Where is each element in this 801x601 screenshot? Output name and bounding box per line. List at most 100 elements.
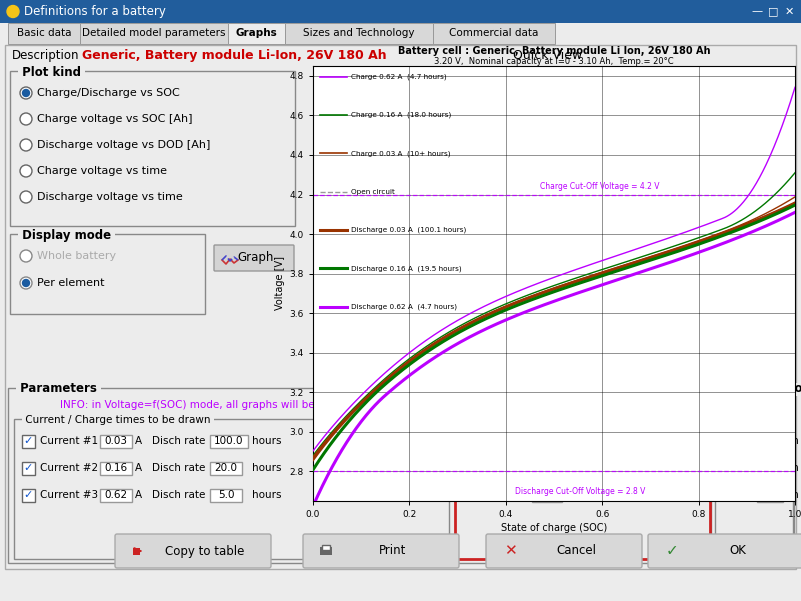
Text: A: A	[135, 490, 142, 500]
Text: 5.0: 5.0	[218, 490, 234, 500]
Circle shape	[20, 165, 32, 177]
Text: Discharge 0.16 A  (19.5 hours): Discharge 0.16 A (19.5 hours)	[351, 265, 461, 272]
Text: °C: °C	[565, 463, 578, 473]
Text: Disch rate: Disch rate	[152, 490, 205, 500]
Text: Current #3: Current #3	[40, 490, 99, 500]
FancyBboxPatch shape	[210, 462, 242, 475]
Text: ✕: ✕	[504, 543, 517, 558]
FancyBboxPatch shape	[757, 462, 783, 475]
Text: Charge voltage vs SOC [Ah]: Charge voltage vs SOC [Ah]	[37, 114, 192, 124]
Text: Discharge 0.03 A  (100.1 hours): Discharge 0.03 A (100.1 hours)	[351, 227, 466, 233]
Text: Battery cell : Generic, Battery module Li Ion, 26V 180 Ah: Battery cell : Generic, Battery module L…	[398, 46, 710, 56]
Text: Charge voltage vs time: Charge voltage vs time	[37, 166, 167, 176]
Text: INFO: in Voltage=f(SOC) mode, all graphs will be calculated at Temp. =: INFO: in Voltage=f(SOC) mode, all graphs…	[60, 400, 432, 410]
Text: Generic, Battery module Li-Ion, 26V 180 Ah: Generic, Battery module Li-Ion, 26V 180 …	[82, 49, 387, 61]
Text: 0.03: 0.03	[104, 436, 127, 446]
Text: 20: 20	[541, 463, 553, 473]
Circle shape	[20, 139, 32, 151]
Text: 3.03: 3.03	[759, 463, 782, 473]
Text: Charge 0.62 A  (4.7 hours): Charge 0.62 A (4.7 hours)	[351, 74, 446, 80]
FancyBboxPatch shape	[10, 234, 205, 314]
Text: ✓: ✓	[24, 436, 33, 446]
FancyBboxPatch shape	[433, 23, 555, 44]
FancyBboxPatch shape	[532, 435, 562, 448]
Text: (Per element): (Per element)	[718, 396, 790, 406]
Text: Results of Full model: Results of Full model	[681, 382, 801, 395]
Text: Capacity #2: Capacity #2	[720, 463, 784, 473]
FancyBboxPatch shape	[5, 45, 796, 569]
FancyBboxPatch shape	[100, 435, 132, 448]
FancyBboxPatch shape	[455, 419, 710, 559]
FancyBboxPatch shape	[715, 388, 793, 563]
Text: °C: °C	[483, 400, 496, 410]
Text: Cancel: Cancel	[556, 545, 596, 558]
Text: Disch rate: Disch rate	[152, 436, 205, 446]
Text: Temperatures: Temperatures	[538, 415, 616, 425]
Text: Temper. #1: Temper. #1	[468, 436, 527, 446]
Text: Ah: Ah	[786, 436, 799, 446]
Text: Current #1: Current #1	[40, 436, 99, 446]
Text: Capacity #1: Capacity #1	[720, 436, 784, 446]
Text: Temper. #2: Temper. #2	[468, 463, 527, 473]
FancyBboxPatch shape	[14, 419, 449, 559]
Text: Detailed model parameters: Detailed model parameters	[83, 28, 226, 38]
Text: Per element: Per element	[37, 278, 104, 288]
Text: OK: OK	[730, 545, 747, 558]
Text: 20.0: 20.0	[215, 463, 238, 473]
Text: Discharge voltage vs DOD [Ah]: Discharge voltage vs DOD [Ah]	[37, 140, 211, 150]
Text: Plot kind: Plot kind	[18, 66, 85, 79]
Circle shape	[7, 5, 19, 17]
Circle shape	[20, 250, 32, 262]
FancyBboxPatch shape	[532, 462, 562, 475]
Text: Capacity: Capacity	[738, 403, 783, 412]
FancyBboxPatch shape	[648, 534, 801, 568]
Text: 20: 20	[458, 400, 472, 410]
Text: A: A	[135, 436, 142, 446]
FancyBboxPatch shape	[320, 547, 332, 555]
Text: 20: 20	[541, 436, 553, 446]
FancyBboxPatch shape	[210, 489, 242, 502]
FancyBboxPatch shape	[486, 534, 642, 568]
FancyBboxPatch shape	[0, 0, 801, 23]
Y-axis label: Voltage [V]: Voltage [V]	[276, 257, 285, 311]
FancyBboxPatch shape	[285, 23, 433, 44]
FancyBboxPatch shape	[303, 534, 459, 568]
Circle shape	[20, 277, 32, 289]
Text: 100.0: 100.0	[214, 436, 244, 446]
Text: Copy to table: Copy to table	[165, 545, 244, 558]
FancyBboxPatch shape	[214, 245, 294, 271]
Circle shape	[22, 279, 30, 287]
Text: Graphs: Graphs	[235, 28, 277, 38]
Text: Capacity #3: Capacity #3	[720, 490, 784, 500]
Text: Discharge voltage vs time: Discharge voltage vs time	[37, 192, 183, 202]
Text: °C: °C	[565, 436, 578, 446]
Text: ✓: ✓	[24, 463, 33, 473]
Text: 20: 20	[541, 490, 553, 500]
Text: Display mode: Display mode	[18, 228, 115, 242]
FancyBboxPatch shape	[757, 435, 783, 448]
Text: 0.16: 0.16	[104, 463, 127, 473]
FancyBboxPatch shape	[22, 462, 35, 475]
Text: Charge Cut-Off Voltage = 4.2 V: Charge Cut-Off Voltage = 4.2 V	[540, 182, 659, 191]
FancyBboxPatch shape	[133, 548, 140, 555]
Text: Description: Description	[12, 49, 79, 61]
FancyBboxPatch shape	[228, 23, 285, 44]
FancyBboxPatch shape	[115, 534, 271, 568]
FancyBboxPatch shape	[22, 435, 35, 448]
Text: ✓: ✓	[666, 543, 678, 558]
Text: Definitions for a battery: Definitions for a battery	[24, 5, 166, 18]
Text: hours: hours	[252, 436, 281, 446]
Text: Whole battery: Whole battery	[37, 251, 116, 261]
Text: Basic data: Basic data	[17, 28, 71, 38]
FancyBboxPatch shape	[532, 489, 562, 502]
Text: Disch rate: Disch rate	[152, 463, 205, 473]
FancyBboxPatch shape	[322, 545, 330, 550]
FancyBboxPatch shape	[22, 489, 35, 502]
Text: hours: hours	[252, 490, 281, 500]
Text: hours: hours	[252, 463, 281, 473]
Text: Commercial data: Commercial data	[449, 28, 539, 38]
Text: Discharge Cut-Off Voltage = 2.8 V: Discharge Cut-Off Voltage = 2.8 V	[515, 487, 646, 496]
FancyBboxPatch shape	[100, 489, 132, 502]
FancyBboxPatch shape	[718, 388, 792, 563]
Circle shape	[20, 191, 32, 203]
